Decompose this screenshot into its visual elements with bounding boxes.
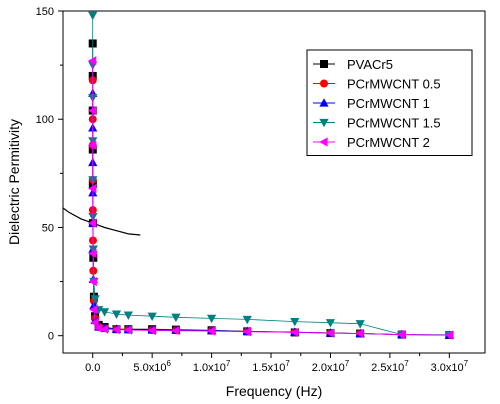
data-point — [111, 325, 121, 335]
data-point — [171, 326, 180, 336]
data-point — [123, 311, 133, 320]
legend-item: PVACr5 — [313, 57, 393, 72]
series-line — [92, 60, 450, 336]
y-tick-label: 0 — [48, 331, 54, 343]
data-point — [88, 248, 97, 259]
data-point — [88, 276, 97, 287]
data-point — [100, 308, 110, 317]
data-point — [88, 218, 97, 228]
data-point — [290, 327, 299, 338]
data-point — [325, 328, 335, 338]
series-5 — [87, 56, 453, 340]
y-tick-label: 150 — [36, 6, 54, 18]
legend-label: PVACr5 — [347, 57, 393, 72]
data-point — [355, 328, 364, 339]
x-tick-label: 1.0x107 — [193, 359, 231, 374]
legend-item: PCrMWCNT 1.5 — [313, 116, 441, 131]
x-axis-title: Frequency (Hz) — [226, 383, 322, 399]
data-point — [171, 313, 181, 323]
data-point — [290, 318, 300, 327]
x-tick-label: 2.5x107 — [371, 359, 409, 374]
data-point — [147, 312, 157, 322]
y-tick-label: 100 — [36, 114, 54, 126]
data-point — [89, 305, 98, 315]
data-point — [111, 310, 122, 319]
legend-label: PCrMWCNT 2 — [347, 135, 430, 150]
data-point — [88, 11, 98, 21]
y-axis-title: Dielectric Permitivity — [6, 119, 22, 245]
legend-label: PCrMWCNT 0.5 — [347, 77, 441, 92]
x-axis: 0.0 5.0x106 1.0x107 1.5x107 2.0x107 2.5x107 3.… — [85, 353, 469, 374]
data-point — [242, 315, 252, 325]
data-point — [90, 318, 99, 328]
x-tick-label: 1.5x107 — [252, 359, 290, 374]
data-point — [87, 56, 97, 66]
data-point — [325, 319, 336, 328]
data-point — [123, 325, 132, 335]
legend-marker — [320, 60, 328, 68]
data-point — [355, 320, 365, 329]
legend-item: PCrMWCNT 2 — [313, 135, 430, 150]
data-point — [87, 140, 97, 150]
x-tick-label: 2.0x107 — [312, 359, 350, 374]
data-point — [242, 327, 251, 337]
data-point — [87, 183, 97, 194]
y-axis: 0 50 100 150 — [36, 6, 63, 343]
y-tick-label: 50 — [42, 222, 54, 234]
data-point — [396, 330, 406, 340]
legend-marker — [319, 98, 329, 107]
x-tick-label: 0.0 — [85, 362, 100, 374]
legend-marker — [319, 137, 328, 147]
data-point — [444, 330, 453, 340]
legend-marker — [320, 79, 328, 88]
plot-frame — [62, 10, 486, 354]
data-point — [90, 295, 100, 304]
data-point — [99, 324, 109, 334]
plot-data-layer — [63, 11, 454, 340]
x-tick-label: 3.0x107 — [431, 359, 469, 374]
x-tick-label: 5.0x106 — [133, 359, 171, 374]
data-point — [87, 105, 97, 116]
data-point — [206, 326, 216, 336]
legend-item: PCrMWCNT 0.5 — [313, 77, 441, 92]
legend-item: PCrMWCNT 1 — [313, 96, 430, 111]
legend-label: PCrMWCNT 1 — [347, 96, 430, 111]
legend-marker — [319, 118, 329, 128]
legend-label: PCrMWCNT 1.5 — [347, 116, 441, 131]
data-point — [93, 323, 103, 333]
data-point — [206, 314, 217, 324]
data-point — [147, 325, 156, 336]
legend: PVACr5 PCrMWCNT 0.5 PCrMWCNT 1 PCrMWCNT 1.5… — [306, 49, 473, 156]
